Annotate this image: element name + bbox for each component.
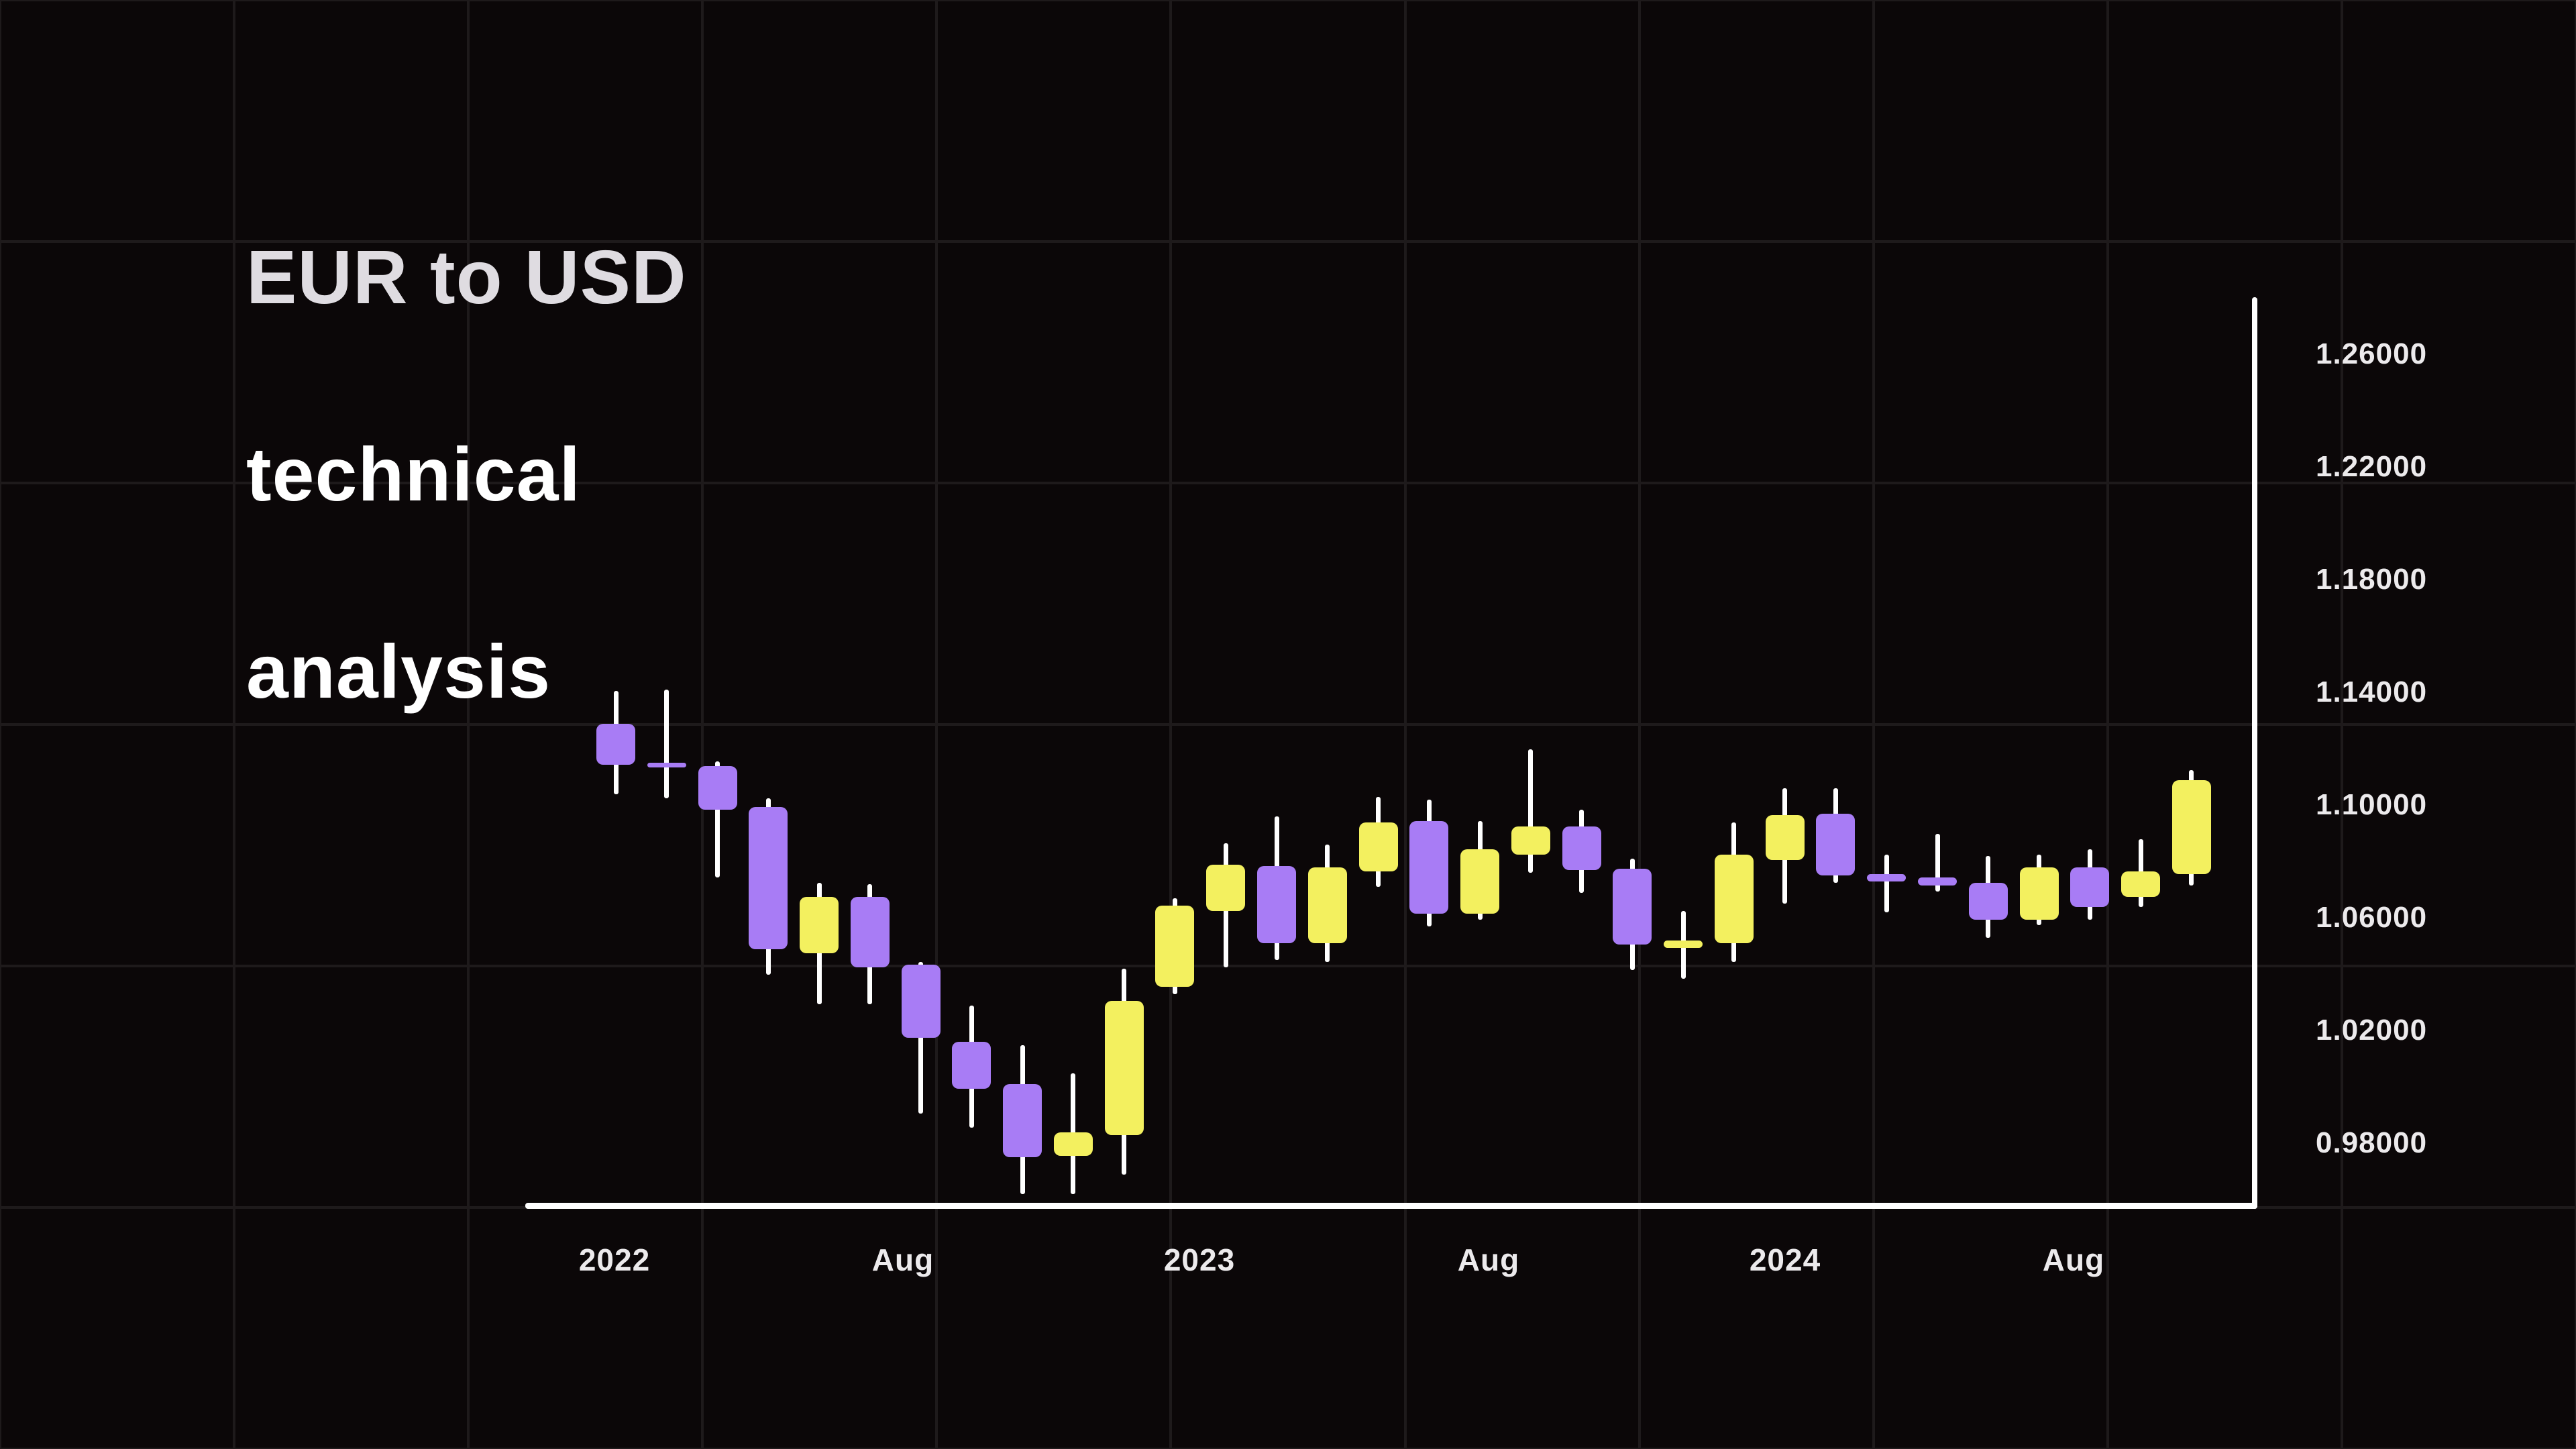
gridline-horizontal (0, 723, 2576, 726)
candle-jun-2024[interactable] (2070, 849, 2110, 920)
candle-mar-2024[interactable] (1918, 833, 1957, 892)
candle-wick (664, 690, 669, 798)
chart-title: EUR to USD technical analysis (246, 228, 687, 721)
title-line-2: technical (246, 432, 581, 517)
candle-feb-2022[interactable] (647, 690, 686, 798)
candle-body-bullish (1053, 1132, 1093, 1157)
candle-jul-2024[interactable] (2121, 839, 2161, 907)
candle-aug-2022[interactable] (952, 1005, 991, 1128)
candle-apr-2022[interactable] (749, 798, 788, 975)
candle-aug-2024[interactable] (2171, 770, 2211, 886)
candle-mar-2023[interactable] (1307, 845, 1347, 962)
candle-jul-2022[interactable] (901, 961, 941, 1114)
candle-body-bullish (2121, 871, 2161, 897)
candle-sep-2023[interactable] (1613, 859, 1652, 971)
candle-wick (1935, 833, 1940, 892)
price-axis-label: 1.06000 (2316, 901, 2428, 934)
candle-body-bullish (1765, 815, 1805, 861)
price-axis-label: 1.10000 (2316, 788, 2428, 821)
candle-body-bullish (1206, 864, 1246, 911)
title-line-1: EUR to USD (246, 235, 687, 319)
gridline-horizontal (0, 482, 2576, 484)
candle-body-bearish (1257, 865, 1296, 944)
candle-body-bullish (1664, 941, 1703, 948)
gridline-horizontal (0, 965, 2576, 967)
time-axis-label: Aug (871, 1242, 934, 1277)
candle-body-bullish (1155, 905, 1195, 987)
candle-nov-2022[interactable] (1104, 969, 1144, 1175)
candle-jun-2023[interactable] (1460, 820, 1500, 920)
candle-jan-2023[interactable] (1206, 843, 1246, 967)
price-axis-label: 1.22000 (2316, 450, 2428, 483)
candle-body-bearish (1003, 1084, 1042, 1158)
candle-aug-2023[interactable] (1562, 809, 1601, 893)
candle-apr-2024[interactable] (1968, 856, 2008, 938)
price-axis-label: 1.18000 (2316, 563, 2428, 596)
candle-wick (715, 761, 720, 877)
candle-body-bullish (1460, 849, 1500, 914)
candle-feb-2023[interactable] (1257, 816, 1296, 961)
candle-feb-2024[interactable] (1867, 855, 1907, 913)
price-axis-label: 1.02000 (2316, 1014, 2428, 1046)
candle-wick (918, 961, 924, 1114)
time-axis-label: Aug (2042, 1242, 2105, 1277)
price-axis-label: 1.14000 (2316, 676, 2428, 708)
gridline-horizontal (0, 0, 2576, 1)
candle-may-2024[interactable] (2019, 855, 2059, 925)
candle-wick (1884, 855, 1889, 913)
candle-jun-2022[interactable] (850, 884, 890, 1004)
time-axis-label: 2022 (578, 1242, 651, 1277)
candle-body-bearish (2070, 867, 2110, 907)
candle-body-bullish (2171, 780, 2211, 875)
candle-body-bullish (1307, 867, 1347, 944)
x-axis-line (525, 1203, 2257, 1209)
candle-jan-2022[interactable] (596, 691, 635, 794)
candle-body-bullish (1104, 1001, 1144, 1135)
candle-body-bearish (850, 896, 890, 967)
candle-wick (1528, 749, 1534, 873)
candle-body-bearish (1562, 826, 1601, 871)
candle-body-bullish (1714, 854, 1754, 944)
candle-body-bearish (1409, 820, 1449, 914)
candle-jul-2023[interactable] (1511, 749, 1550, 873)
candle-body-bearish (1867, 874, 1907, 881)
candle-body-bearish (952, 1042, 991, 1089)
candle-nov-2023[interactable] (1714, 822, 1754, 962)
candle-body-bullish (1511, 826, 1550, 855)
title-line-3: analysis (246, 629, 551, 714)
candle-may-2023[interactable] (1409, 800, 1449, 927)
candle-body-bearish (1918, 877, 1957, 886)
candle-body-bearish (1613, 868, 1652, 945)
time-axis-label: Aug (1457, 1242, 1520, 1277)
candle-apr-2023[interactable] (1358, 796, 1398, 888)
candle-body-bearish (749, 806, 788, 949)
time-axis-label: 2024 (1749, 1242, 1821, 1277)
price-axis-label: 0.98000 (2316, 1126, 2428, 1159)
candle-body-bearish (901, 964, 941, 1038)
gridline-horizontal (0, 1448, 2576, 1449)
candle-may-2022[interactable] (800, 883, 839, 1004)
candle-body-bearish (647, 763, 686, 767)
candle-mar-2022[interactable] (698, 761, 737, 877)
candle-body-bullish (1358, 822, 1398, 872)
candle-sep-2022[interactable] (1003, 1044, 1042, 1195)
candle-body-bearish (596, 723, 635, 765)
candle-dec-2022[interactable] (1155, 898, 1195, 994)
candle-body-bearish (698, 765, 737, 810)
candle-oct-2023[interactable] (1664, 911, 1703, 979)
candle-body-bearish (1816, 814, 1856, 876)
time-axis-label: 2023 (1163, 1242, 1236, 1277)
candle-body-bullish (2019, 867, 2059, 920)
candle-body-bullish (800, 897, 839, 953)
gridline-horizontal (0, 240, 2576, 243)
price-axis-label: 1.26000 (2316, 337, 2428, 370)
y-axis-line (2252, 297, 2257, 1209)
candle-jan-2024[interactable] (1816, 788, 1856, 883)
candle-dec-2023[interactable] (1765, 788, 1805, 904)
candle-oct-2022[interactable] (1053, 1073, 1093, 1195)
candle-body-bearish (1968, 882, 2008, 920)
